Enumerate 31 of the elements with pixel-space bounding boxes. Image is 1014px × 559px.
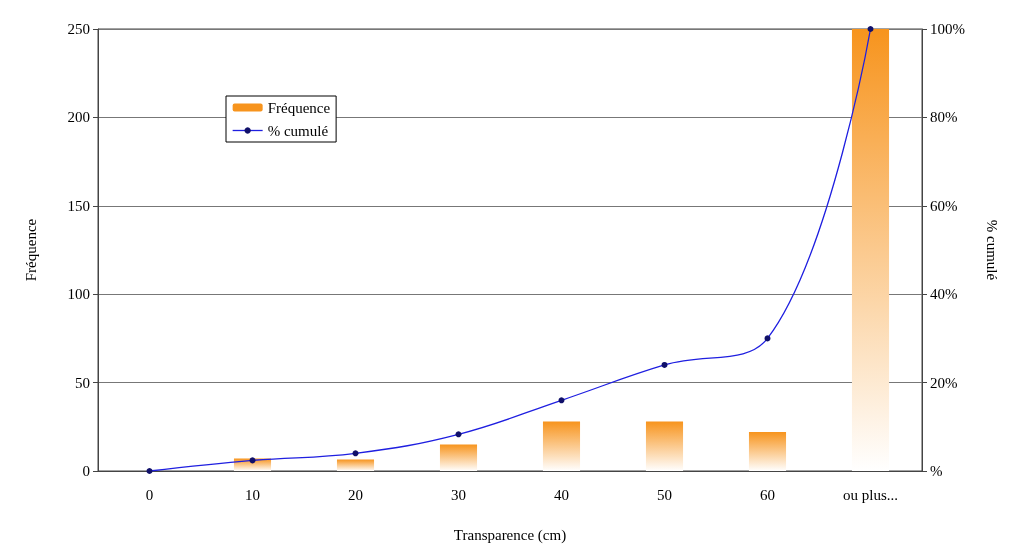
bar [439,444,478,471]
y-tick-label: 50 [75,374,90,391]
y-tick-label: 100 [67,286,90,303]
y2-tick-label: 40% [930,286,958,303]
y2-axis-title: % cumulé [983,219,1000,281]
bar [851,29,890,471]
x-tick-label: 10 [245,486,260,503]
x-tick-label: 20 [348,486,363,503]
y2-tick-label: % [930,463,943,479]
x-tick-label: ou plus... [842,486,899,503]
legend-label: Fréquence [267,99,331,116]
y-tick-label: 200 [67,109,90,126]
y2-tick-label: 20% [930,374,958,391]
y2-tick-label: 100% [930,21,965,37]
y-axis-title: Fréquence [22,218,39,282]
bar [336,459,375,471]
x-tick-label: 40 [554,486,569,503]
y2-tick-label: 80% [930,109,958,126]
y-tick-label: 250 [67,21,90,37]
x-tick-label: 0 [145,486,154,503]
y2-tick-label: 60% [930,197,958,214]
bar [748,432,787,471]
x-tick-label: 50 [657,486,672,503]
y-tick-label: 0 [82,463,90,479]
x-axis-title: Transparence (cm) [453,526,567,544]
x-tick-label: 30 [451,486,466,503]
bar [542,421,581,471]
bar [645,421,684,471]
x-tick-label: 60 [760,486,775,503]
legend-label: % cumulé [267,122,329,139]
y-tick-label: 150 [67,197,90,214]
